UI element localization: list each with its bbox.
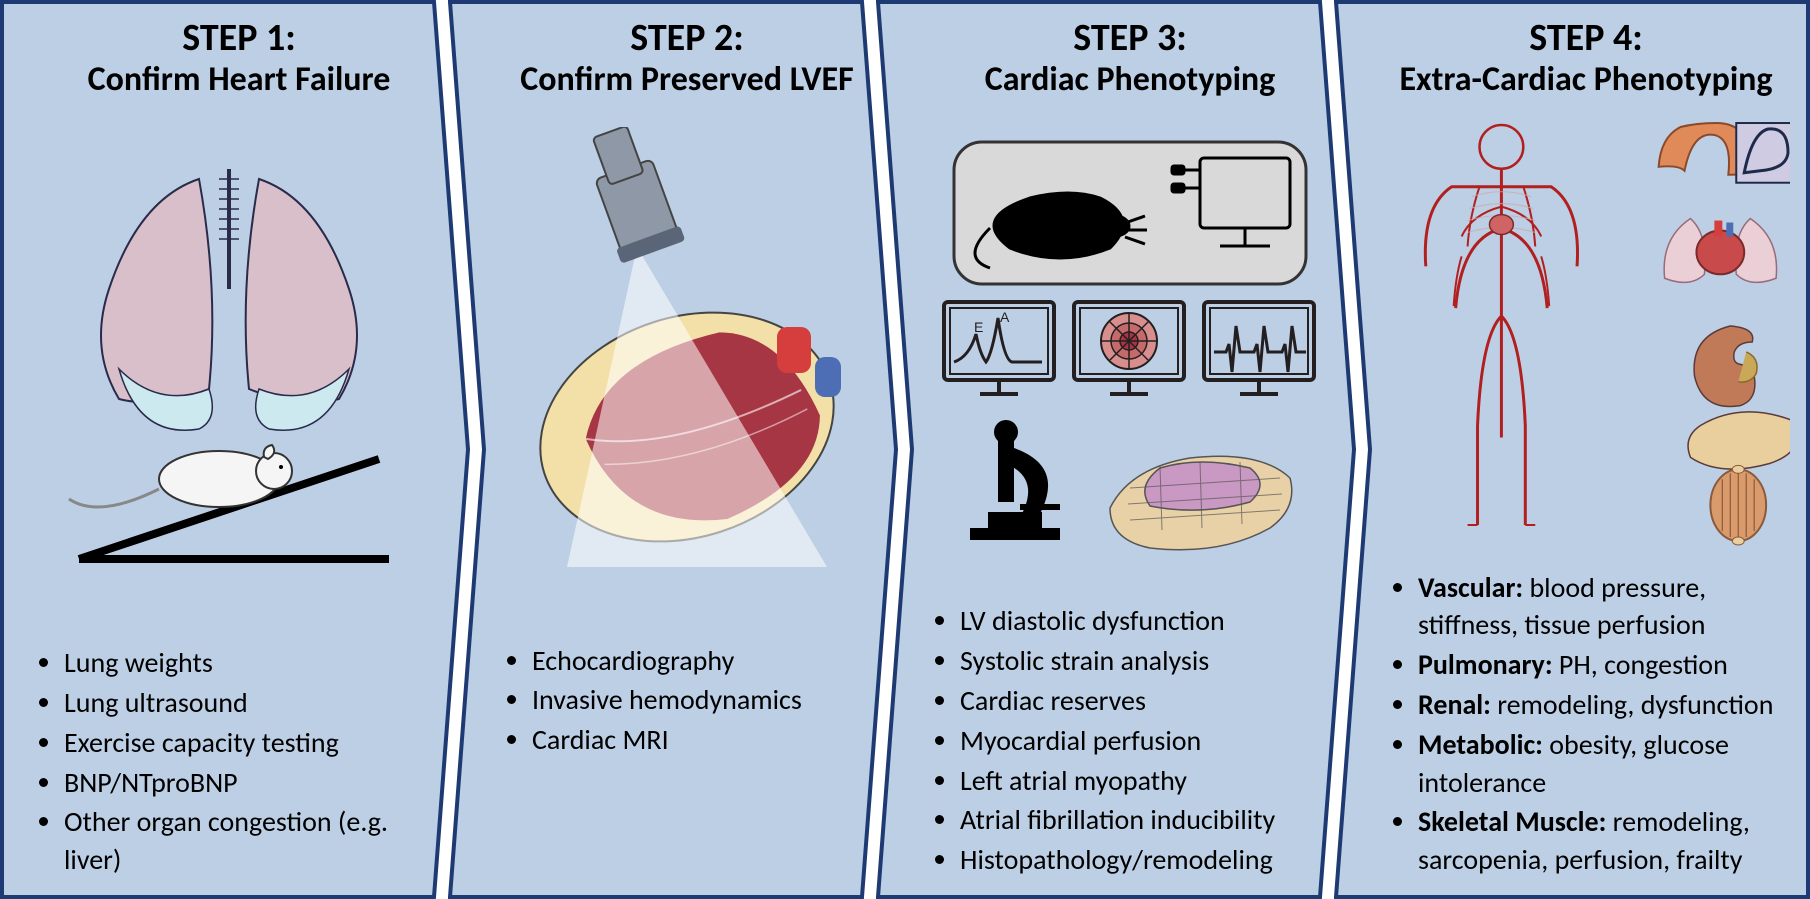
lungs-icon (101, 169, 357, 430)
step3-number: STEP 3: (924, 18, 1336, 60)
list-item: Lung weights (64, 644, 450, 682)
svg-text:A: A (1000, 309, 1010, 325)
mouse-treadmill-icon (69, 445, 389, 559)
vasculature-icon (1425, 125, 1577, 525)
list-item: Echocardiography (532, 642, 878, 680)
step2-bullets: Echocardiography Invasive hemodynamics C… (496, 642, 878, 761)
step3-bullets: LV diastolic dysfunction Systolic strain… (924, 602, 1336, 881)
kidney-icon (1694, 326, 1757, 406)
list-item: Systolic strain analysis (960, 642, 1336, 680)
rat-echo-station-icon (950, 138, 1310, 288)
step3-title: Cardiac Phenotyping (924, 60, 1336, 99)
pv-loop-icon (1736, 123, 1790, 183)
svg-text:E: E (974, 319, 983, 335)
step4-number: STEP 4: (1382, 18, 1790, 60)
list-item: LV diastolic dysfunction (960, 602, 1336, 640)
step3-illustration: E A (924, 105, 1336, 591)
muscle-icon (1710, 465, 1766, 545)
step1-illustration (28, 105, 450, 632)
list-item: Invasive hemodynamics (532, 681, 878, 719)
step4-header: STEP 4: Extra-Cardiac Phenotyping (1382, 18, 1790, 99)
step1-bullets: Lung weights Lung ultrasound Exercise ca… (28, 644, 450, 881)
step3-panel: STEP 3: Cardiac Phenotyping (876, 0, 1356, 899)
step1-number: STEP 1: (28, 18, 450, 60)
step2-illustration (496, 105, 878, 630)
step1-header: STEP 1: Confirm Heart Failure (28, 18, 450, 99)
step4-panel: STEP 4: Extra-Cardiac Phenotyping (1334, 0, 1810, 899)
list-item: Vascular: blood pressure, stiffness, tis… (1418, 569, 1790, 645)
list-item: Atrial fibrillation inducibility (960, 801, 1336, 839)
microscope-tissue-icon (940, 418, 1320, 558)
list-item: Lung ultrasound (64, 684, 450, 722)
list-item: Skeletal Muscle: remodeling, sarcopenia,… (1418, 803, 1790, 879)
step4-bullets: Vascular: blood pressure, stiffness, tis… (1382, 569, 1790, 881)
list-item: Metabolic: obesity, glucose intolerance (1418, 726, 1790, 802)
step4-title: Extra-Cardiac Phenotyping (1382, 60, 1790, 99)
step3-header: STEP 3: Cardiac Phenotyping (924, 18, 1336, 99)
step2-number: STEP 2: (496, 18, 878, 60)
list-item: Cardiac MRI (532, 721, 878, 759)
list-item: BNP/NTproBNP (64, 764, 450, 802)
step1-panel: STEP 1: Confirm Heart Failure (0, 0, 470, 899)
list-item: Histopathology/remodeling (960, 841, 1336, 879)
list-item: Other organ congestion (e.g. liver) (64, 803, 450, 879)
list-item: Myocardial perfusion (960, 722, 1336, 760)
step2-title: Confirm Preserved LVEF (496, 60, 878, 99)
step4-illustration (1382, 105, 1790, 557)
list-item: Cardiac reserves (960, 682, 1336, 720)
list-item: Pulmonary: PH, congestion (1418, 646, 1790, 684)
step1-title: Confirm Heart Failure (28, 60, 450, 99)
list-item: Renal: remodeling, dysfunction (1418, 686, 1790, 724)
heart-lungs-icon (1664, 218, 1776, 282)
step2-header: STEP 2: Confirm Preserved LVEF (496, 18, 878, 99)
list-item: Left atrial myopathy (960, 762, 1336, 800)
step2-panel: STEP 2: Confirm Preserved LVEF (448, 0, 898, 899)
list-item: Exercise capacity testing (64, 724, 450, 762)
three-monitors-icon: E A (940, 298, 1320, 408)
liver-icon (1688, 412, 1790, 469)
